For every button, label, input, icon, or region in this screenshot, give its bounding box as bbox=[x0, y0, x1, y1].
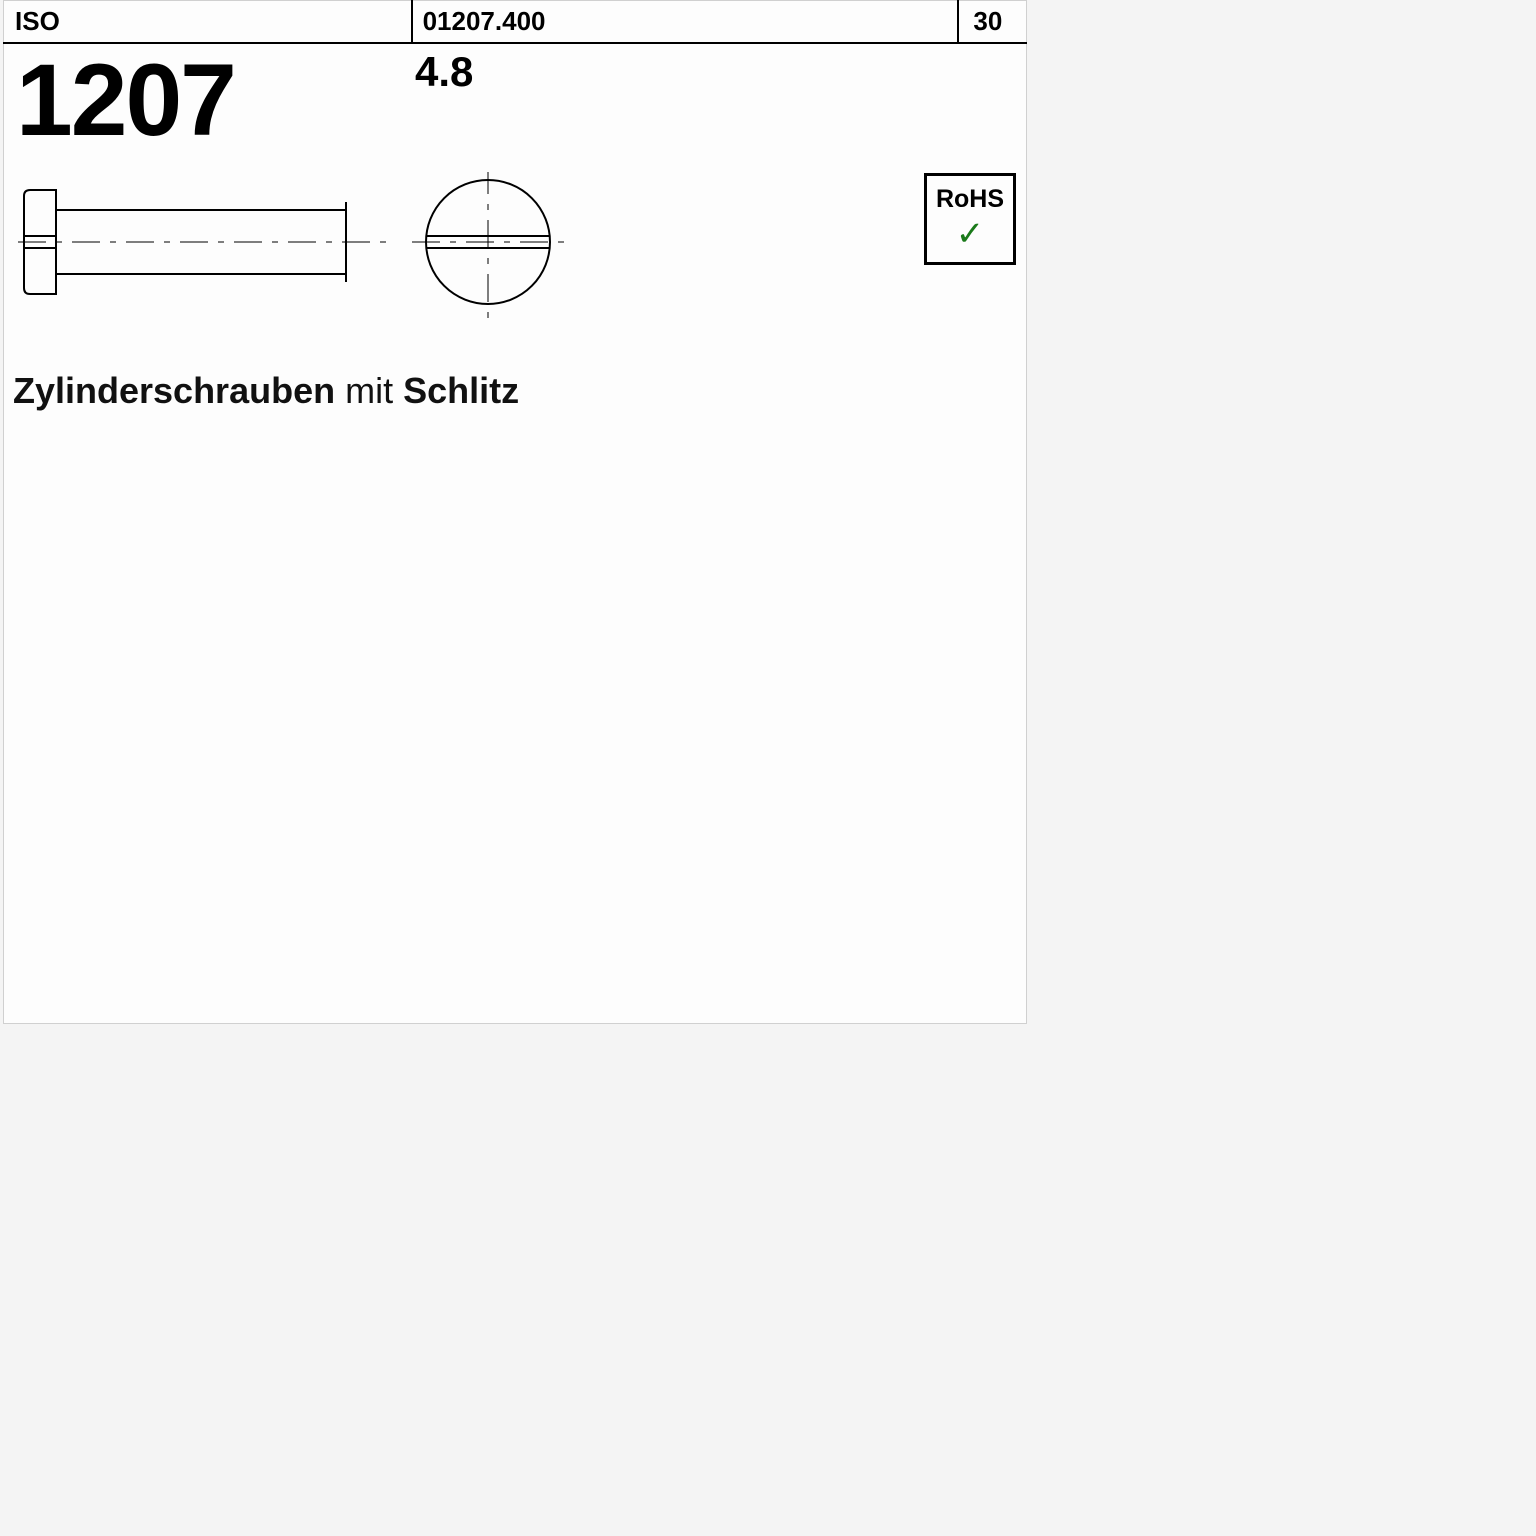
header-standard-label: ISO bbox=[15, 6, 60, 37]
header-row: ISO 01207.400 30 bbox=[3, 0, 1027, 44]
screw-diagram bbox=[18, 172, 578, 322]
rohs-label: RoHS bbox=[936, 185, 1004, 214]
desc-mid: mit bbox=[345, 370, 393, 411]
desc-prefix: Zylinderschrauben bbox=[13, 370, 345, 411]
check-icon: ✓ bbox=[956, 214, 985, 254]
header-cell-standard: ISO bbox=[3, 0, 413, 42]
header-cell-size: 30 bbox=[959, 0, 1027, 42]
header-cell-code: 01207.400 bbox=[413, 0, 960, 42]
standard-number: 1207 bbox=[16, 42, 235, 159]
header-size-label: 30 bbox=[973, 6, 1002, 37]
desc-suffix: Schlitz bbox=[393, 370, 519, 411]
rohs-badge: RoHS ✓ bbox=[924, 173, 1016, 265]
header-code-label: 01207.400 bbox=[423, 6, 546, 37]
product-description: Zylinderschrauben mit Schlitz bbox=[13, 370, 519, 412]
property-class: 4.8 bbox=[415, 48, 473, 96]
